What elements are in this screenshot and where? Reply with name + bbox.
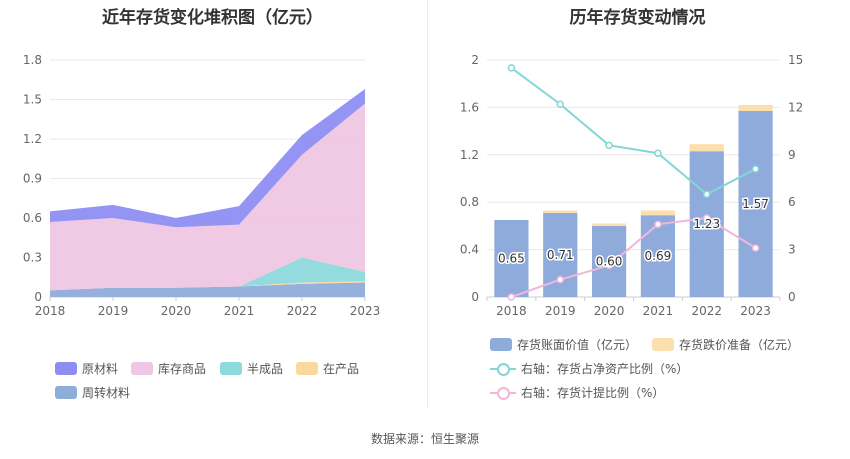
x-tick-label: 2022 [287,304,318,318]
stacked-area-chart: 0 0.3 0.6 0.9 1.2 1.5 1.8 2018 2019 2020 2021 2022 2… [23,53,381,318]
legend-label: 半成品 [247,362,284,376]
right-chart-title: 历年存货变动情况 [569,8,706,28]
x-tick-label: 2021 [224,304,255,318]
y-left-tick-label: 2 [471,53,479,67]
legend-label: 存货账面价值（亿元） [517,338,638,352]
legend-item-wip[interactable]: 在产品 [296,360,359,377]
area-series [50,88,365,228]
line-point [703,214,711,222]
x-tick-label: 2023 [350,304,381,318]
bar-data-label: 0.65 [498,251,525,265]
bar-book-value [738,110,773,297]
y-right-tick-label: 6 [788,195,796,209]
x-tick-label: 2023 [740,304,771,318]
legend-item-net-asset-ratio[interactable]: 右轴：存货占净资产比例（%） [490,360,688,377]
line-point [556,100,564,108]
x-tick-label: 2019 [545,304,576,318]
y-right-tick-label: 12 [788,100,803,114]
legend-item-raw-material[interactable]: 原材料 [55,360,118,377]
line-point [605,141,613,150]
legend-label: 周转材料 [82,386,131,400]
y-left-tick-label: 1.6 [460,100,479,114]
line-provision-ratio [511,216,757,298]
y-tick-label: 0.3 [23,251,42,265]
legend-item-turnover-materials[interactable]: 周转材料 [55,384,130,401]
y-tick-label: 0.6 [23,211,42,225]
legend-item-impairment[interactable]: 存货跌价准备（亿元） [652,336,799,353]
bar-impairment [738,105,773,111]
y-tick-label: 1.8 [23,53,42,67]
y-tick-label: 0 [34,290,42,304]
y-right-tick-label: 15 [788,53,803,67]
line-net-asset-ratio [510,67,757,196]
y-left-tick-label: 1.2 [460,148,479,162]
line-point [751,244,760,252]
legend-swatch [131,362,153,375]
legend-swatch [55,386,77,399]
left-chart-title: 近年存货变化堆积图（亿元） [102,8,323,28]
legend-line-swatch [490,386,516,400]
area-series [50,282,365,297]
bar-impairment [640,210,676,216]
y-right-tick-label: 0 [788,290,796,304]
y-left-tick-label: 0.4 [460,243,479,257]
bar-impairment [689,144,724,152]
line-point [605,261,613,270]
legend-item-finished-goods[interactable]: 库存商品 [131,360,206,377]
line-point [751,165,760,173]
area-series [50,257,365,291]
x-tick-label: 2021 [643,304,674,318]
bar-data-label: 0.69 [645,249,672,263]
y-right-tick-label: 9 [788,148,796,162]
legend-item-provision-ratio[interactable]: 右轴：存货计提比例（%） [490,384,664,401]
legend-label: 在产品 [323,362,360,376]
legend-label: 右轴：存货计提比例（%） [521,386,665,400]
area-series [50,281,365,291]
legend-label: 库存商品 [158,362,207,376]
y-tick-label: 0.9 [23,172,42,186]
y-tick-label: 1.2 [23,132,42,146]
line-point [654,220,662,229]
y-left-tick-label: 0 [471,290,479,304]
line-point [507,64,516,72]
bar-data-label: 1.23 [693,217,720,231]
legend-line-swatch [490,362,516,376]
panel-divider [427,0,428,408]
x-tick-label: 2019 [98,304,129,318]
bar-impairment [591,223,627,226]
bar-data-label: 0.71 [547,248,574,262]
bar-data-label: 0.60 [596,254,623,268]
y-right-tick-label: 3 [788,243,796,257]
line-point [556,275,564,284]
legend-label: 存货跌价准备（亿元） [679,338,800,352]
bar-impairment [543,210,578,213]
legend-label: 右轴：存货占净资产比例（%） [521,362,689,376]
legend-swatch [490,338,512,351]
bar-book-value [640,215,676,297]
x-tick-label: 2020 [594,304,625,318]
bar-book-value [494,219,529,297]
line-point [507,293,516,301]
legend-swatch [220,362,242,375]
area-series [50,103,365,291]
x-tick-label: 2018 [496,304,527,318]
x-tick-label: 2018 [35,304,66,318]
y-left-tick-label: 0.8 [460,195,479,209]
data-source: 数据来源：恒生聚源 [370,432,479,446]
bar-data-label: 1.57 [742,197,769,211]
legend-swatch [296,362,318,375]
x-tick-label: 2020 [161,304,192,318]
bar-book-value [591,225,627,297]
x-tick-label: 2022 [691,304,722,318]
inventory-bar-line-chart: 0 0.4 0.8 1.2 1.6 2 0 3 6 9 12 15 2018 2019 2020 2021 20… [460,53,803,318]
legend-swatch [652,338,674,351]
legend-label: 原材料 [82,362,119,376]
y-tick-label: 1.5 [23,93,42,107]
legend-item-book-value[interactable]: 存货账面价值（亿元） [490,336,637,353]
legend-swatch [55,362,77,375]
line-point [703,190,711,199]
legend-item-semi-finished[interactable]: 半成品 [220,360,283,377]
line-point [654,149,662,157]
